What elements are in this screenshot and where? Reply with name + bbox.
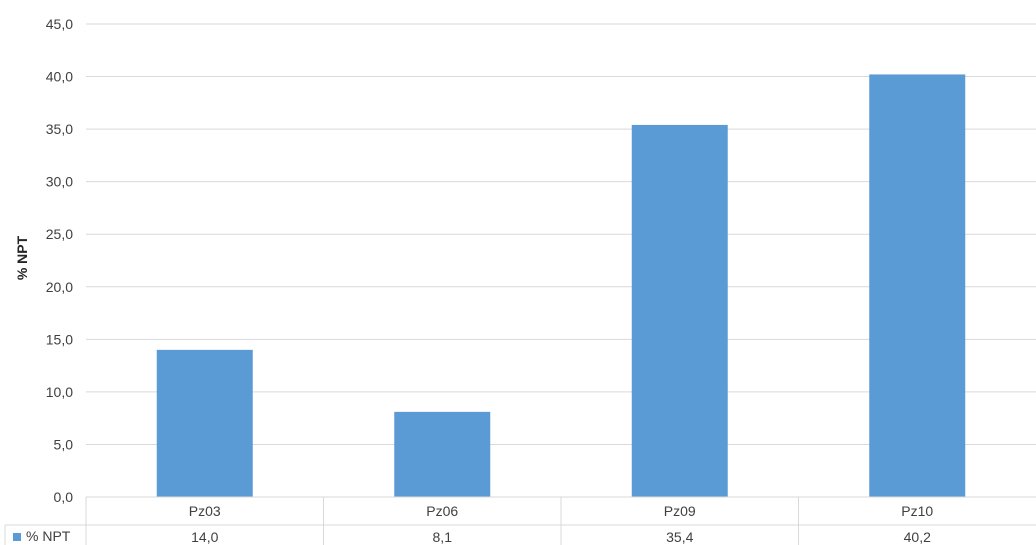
y-axis-label: % NPT <box>14 235 30 280</box>
bar <box>394 411 491 497</box>
y-tick-label: 30,0 <box>46 174 73 190</box>
bar <box>869 74 966 497</box>
category-labels: Pz03 Pz06 Pz09 Pz10 <box>189 503 934 519</box>
y-tick-label: 10,0 <box>46 384 73 400</box>
bar <box>156 349 253 497</box>
y-tick-label: 20,0 <box>46 279 73 295</box>
category-label: Pz03 <box>189 503 221 519</box>
y-tick-label: 15,0 <box>46 331 73 347</box>
category-label: Pz10 <box>901 503 933 519</box>
bars <box>156 74 966 497</box>
value-label: 14,0 <box>191 529 218 545</box>
legend-label: % NPT <box>26 528 71 544</box>
y-tick-label: 0,0 <box>54 489 74 505</box>
y-tick-label: 5,0 <box>54 436 74 452</box>
y-tick-label: 35,0 <box>46 121 73 137</box>
value-labels: 14,0 8,1 35,4 40,2 <box>191 529 931 545</box>
category-label: Pz06 <box>426 503 458 519</box>
y-tick-label: 40,0 <box>46 69 73 85</box>
data-table-grid <box>4 496 1036 545</box>
legend-swatch <box>13 533 21 541</box>
category-label: Pz09 <box>664 503 696 519</box>
y-tick-label: 45,0 <box>46 16 73 32</box>
data-table: Pz03 Pz06 Pz09 Pz10 % NPT 14,0 8,1 35,4 40,2 <box>4 496 1036 545</box>
value-label: 8,1 <box>433 529 453 545</box>
bar <box>631 124 728 497</box>
y-tick-label: 25,0 <box>46 226 73 242</box>
value-label: 35,4 <box>666 529 693 545</box>
value-label: 40,2 <box>904 529 931 545</box>
y-axis-ticks: 0,0 5,0 10,0 15,0 20,0 25,0 30,0 35,0 40,0 45,0 <box>46 16 73 505</box>
